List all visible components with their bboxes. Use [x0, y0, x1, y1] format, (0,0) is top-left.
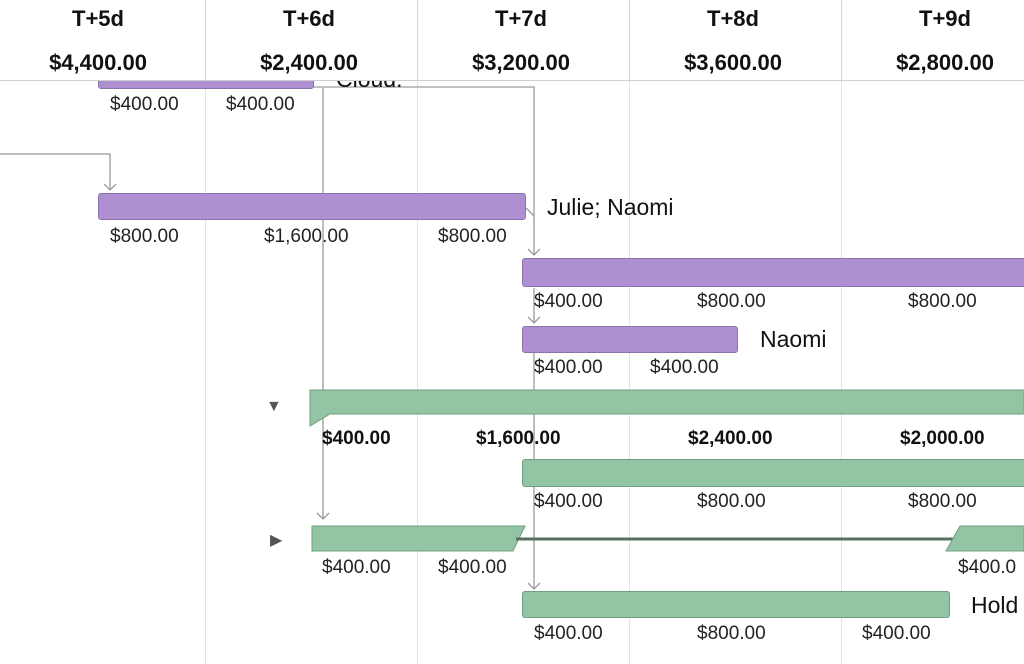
grid-line	[841, 0, 842, 664]
task-bar[interactable]	[98, 193, 526, 220]
arrowhead	[527, 316, 541, 324]
resource-label: Julie; Naomi	[547, 194, 674, 220]
cost-value: $400.00	[534, 291, 603, 312]
totals-header	[0, 40, 1024, 81]
cost-value: $400.0	[958, 557, 1017, 578]
cost-value: $800.00	[697, 623, 766, 644]
cost-value: $1,600.00	[264, 226, 349, 247]
column-total: $4,400.00	[49, 50, 147, 75]
column-total: $3,600.00	[684, 50, 782, 75]
column-total: $2,800.00	[896, 50, 994, 75]
cost-value: $800.00	[908, 491, 977, 512]
header-divider	[841, 0, 842, 80]
column-label: T+7d	[495, 6, 547, 31]
dependency-link	[525, 207, 535, 217]
grid-line	[417, 0, 418, 664]
arrowhead	[103, 183, 117, 191]
column-total: $2,400.00	[260, 50, 358, 75]
cost-value: $400.00	[534, 623, 603, 644]
summary-cost-value: $2,400.00	[688, 428, 773, 449]
cost-value: $800.00	[697, 291, 766, 312]
resource-label: Naomi	[760, 326, 827, 352]
summary-bar-2-end	[945, 525, 1024, 552]
summary-bar-2-start	[311, 525, 526, 552]
summary-bar-1	[309, 389, 1024, 427]
cost-value: $800.00	[438, 226, 507, 247]
summary-cost-value: $1,600.00	[476, 428, 561, 449]
collapse-triangle-icon[interactable]: ▼	[266, 398, 282, 415]
cost-value: $800.00	[110, 226, 179, 247]
arrowhead	[316, 512, 330, 520]
task-bar[interactable]	[522, 326, 738, 353]
cost-value: $400.00	[438, 557, 507, 578]
column-label: T+9d	[919, 6, 971, 31]
cost-value: $400.00	[534, 491, 603, 512]
summary-cost-value: $400.00	[322, 428, 391, 449]
dependency-link	[0, 153, 111, 189]
arrowhead	[527, 582, 541, 590]
header-divider	[417, 0, 418, 80]
cost-value: $800.00	[697, 491, 766, 512]
cost-value: $400.00	[534, 357, 603, 378]
task-bar[interactable]	[522, 591, 950, 618]
dependency-link	[312, 86, 535, 254]
timescale-header	[0, 0, 1024, 41]
expand-triangle-icon[interactable]: ▶	[270, 532, 283, 549]
column-label: T+6d	[283, 6, 335, 31]
cost-value: $400.00	[226, 94, 295, 115]
cost-value: $800.00	[908, 291, 977, 312]
resource-label: Hold	[971, 592, 1019, 618]
task-bar[interactable]	[522, 258, 1024, 287]
cost-value: $400.00	[322, 557, 391, 578]
arrowhead	[527, 248, 541, 256]
cost-value: $400.00	[862, 623, 931, 644]
cost-value: $400.00	[650, 357, 719, 378]
column-label: T+5d	[72, 6, 124, 31]
column-label: T+8d	[707, 6, 759, 31]
header-divider	[205, 0, 206, 80]
summary-cost-value: $2,000.00	[900, 428, 985, 449]
header-divider	[629, 0, 630, 80]
grid-line	[205, 0, 206, 664]
task-bar[interactable]	[522, 459, 1024, 487]
column-total: $3,200.00	[472, 50, 570, 75]
cost-value: $400.00	[110, 94, 179, 115]
